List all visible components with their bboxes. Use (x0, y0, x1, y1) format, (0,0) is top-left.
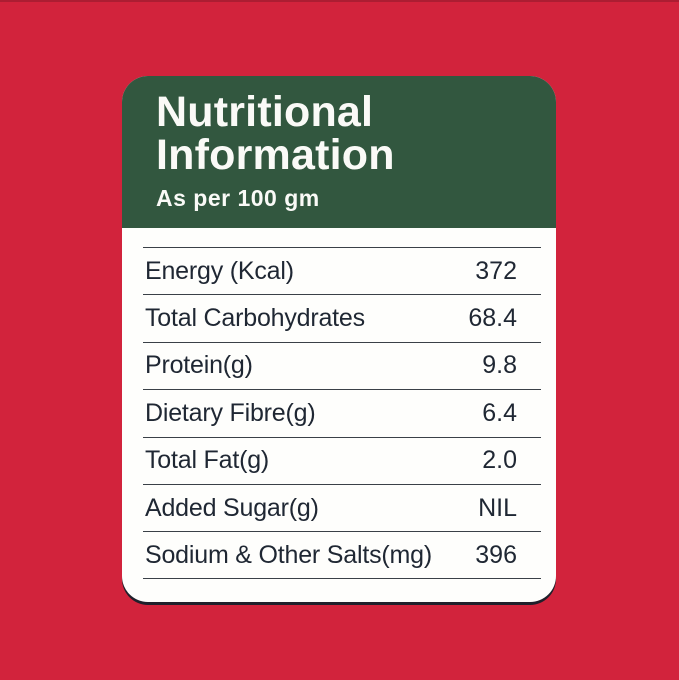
serving-size-subtitle: As per 100 gm (156, 185, 320, 211)
table-row: Total Fat(g) 2.0 (143, 436, 541, 484)
nutrient-value: 2.0 (482, 446, 517, 475)
nutrient-value: 68.4 (468, 304, 517, 333)
title-line-2: Information (156, 131, 395, 179)
table-row: Dietary Fibre(g) 6.4 (143, 389, 541, 436)
card-header: Nutritional Information As per 100 gm (122, 76, 556, 228)
nutrient-label: Sodium & Other Salts(mg) (145, 540, 432, 569)
nutrition-table: Energy (Kcal) 372 Total Carbohydrates 68… (143, 247, 541, 579)
table-row: Sodium & Other Salts(mg) 396 (143, 531, 541, 579)
nutrient-label: Added Sugar(g) (145, 493, 319, 522)
nutrient-value: 396 (475, 540, 517, 569)
nutrient-label: Protein(g) (145, 351, 253, 380)
table-row: Added Sugar(g) NIL (143, 483, 541, 531)
nutrient-value: 372 (475, 256, 517, 285)
title-line-1: Nutritional (156, 88, 374, 136)
nutrient-label: Total Fat(g) (145, 446, 270, 475)
nutrient-value: 9.8 (482, 351, 517, 380)
nutrient-value: 6.4 (482, 398, 517, 427)
table-row: Total Carbohydrates 68.4 (143, 294, 541, 341)
nutrient-label: Total Carbohydrates (145, 304, 365, 333)
nutrition-card: Nutritional Information As per 100 gm En… (122, 76, 556, 602)
nutrient-label: Energy (Kcal) (145, 256, 294, 285)
table-row: Protein(g) 9.8 (143, 341, 541, 389)
table-row: Energy (Kcal) 372 (143, 247, 541, 294)
nutrient-value: NIL (478, 493, 517, 522)
page-title: Nutritional Information (156, 91, 536, 177)
nutrient-label: Dietary Fibre(g) (145, 398, 316, 427)
